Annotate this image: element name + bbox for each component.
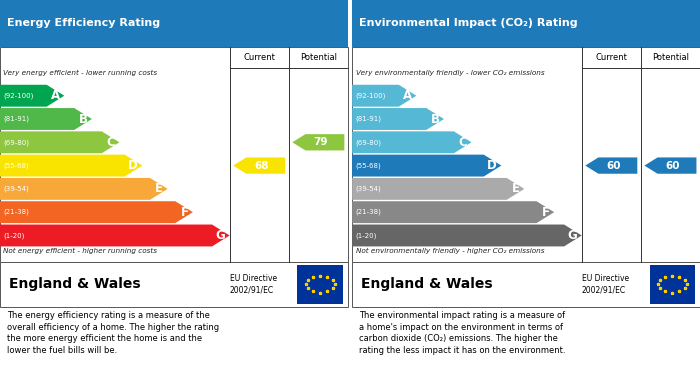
Text: 68: 68 [254,161,268,170]
Text: C: C [106,136,115,149]
Text: (81-91): (81-91) [4,116,29,122]
Polygon shape [352,85,416,107]
Text: (1-20): (1-20) [356,232,377,239]
Polygon shape [645,158,696,174]
Bar [352,0,700,47]
Text: G: G [568,229,578,242]
Text: England & Wales: England & Wales [360,278,492,291]
Polygon shape [0,178,167,200]
Text: Current: Current [243,53,275,62]
Text: (81-91): (81-91) [356,116,382,122]
Text: G: G [216,229,225,242]
Text: E: E [512,182,520,196]
Text: Current: Current [595,53,627,62]
Text: (39-54): (39-54) [4,186,29,192]
Text: B: B [78,113,88,126]
Bar [352,47,700,262]
Text: F: F [542,206,550,219]
Text: F: F [181,206,188,219]
Text: Potential: Potential [300,53,337,62]
Text: (92-100): (92-100) [356,92,386,99]
Text: B: B [430,113,440,126]
Text: (21-38): (21-38) [4,209,29,215]
Polygon shape [233,158,285,174]
Polygon shape [293,134,344,151]
Bar [352,262,700,307]
Text: Environmental Impact (CO₂) Rating: Environmental Impact (CO₂) Rating [359,18,578,29]
Text: C: C [458,136,467,149]
Text: 2002/91/EC: 2002/91/EC [582,286,626,295]
Polygon shape [585,158,637,174]
Polygon shape [0,85,64,107]
Bar [0,0,348,47]
Text: Potential: Potential [652,53,689,62]
Text: England & Wales: England & Wales [8,278,140,291]
Polygon shape [0,131,120,153]
Text: (21-38): (21-38) [356,209,382,215]
Bar [298,265,343,304]
Polygon shape [352,201,554,223]
Text: 79: 79 [313,137,328,147]
Text: EU Directive: EU Directive [582,274,629,283]
Bar [0,47,348,262]
Text: EU Directive: EU Directive [230,274,276,283]
Text: D: D [128,159,138,172]
Polygon shape [352,224,582,246]
Text: Very energy efficient - lower running costs: Very energy efficient - lower running co… [4,70,158,77]
Text: D: D [487,159,497,172]
Bar [650,265,695,304]
Polygon shape [0,155,142,176]
Text: (39-54): (39-54) [356,186,382,192]
Polygon shape [352,108,444,130]
Text: (55-68): (55-68) [356,162,382,169]
Polygon shape [352,155,501,176]
Text: Very environmentally friendly - lower CO₂ emissions: Very environmentally friendly - lower CO… [356,70,544,77]
Text: Not environmentally friendly - higher CO₂ emissions: Not environmentally friendly - higher CO… [356,248,544,255]
Text: (55-68): (55-68) [4,162,29,169]
Text: Not energy efficient - higher running costs: Not energy efficient - higher running co… [4,248,158,255]
Text: (69-80): (69-80) [4,139,29,145]
Text: A: A [51,89,60,102]
Text: The energy efficiency rating is a measure of the
overall efficiency of a home. T: The energy efficiency rating is a measur… [7,311,219,355]
Text: 60: 60 [606,161,620,170]
Text: A: A [403,89,412,102]
Polygon shape [352,131,472,153]
Text: (92-100): (92-100) [4,92,34,99]
Bar [0,262,348,307]
Text: 2002/91/EC: 2002/91/EC [230,286,274,295]
Text: E: E [155,182,163,196]
Text: 60: 60 [665,161,680,170]
Polygon shape [0,201,193,223]
Text: (1-20): (1-20) [4,232,24,239]
Text: Energy Efficiency Rating: Energy Efficiency Rating [7,18,160,29]
Text: The environmental impact rating is a measure of
a home's impact on the environme: The environmental impact rating is a mea… [359,311,566,355]
Polygon shape [352,178,524,200]
Text: (69-80): (69-80) [356,139,382,145]
Polygon shape [0,224,230,246]
Polygon shape [0,108,92,130]
